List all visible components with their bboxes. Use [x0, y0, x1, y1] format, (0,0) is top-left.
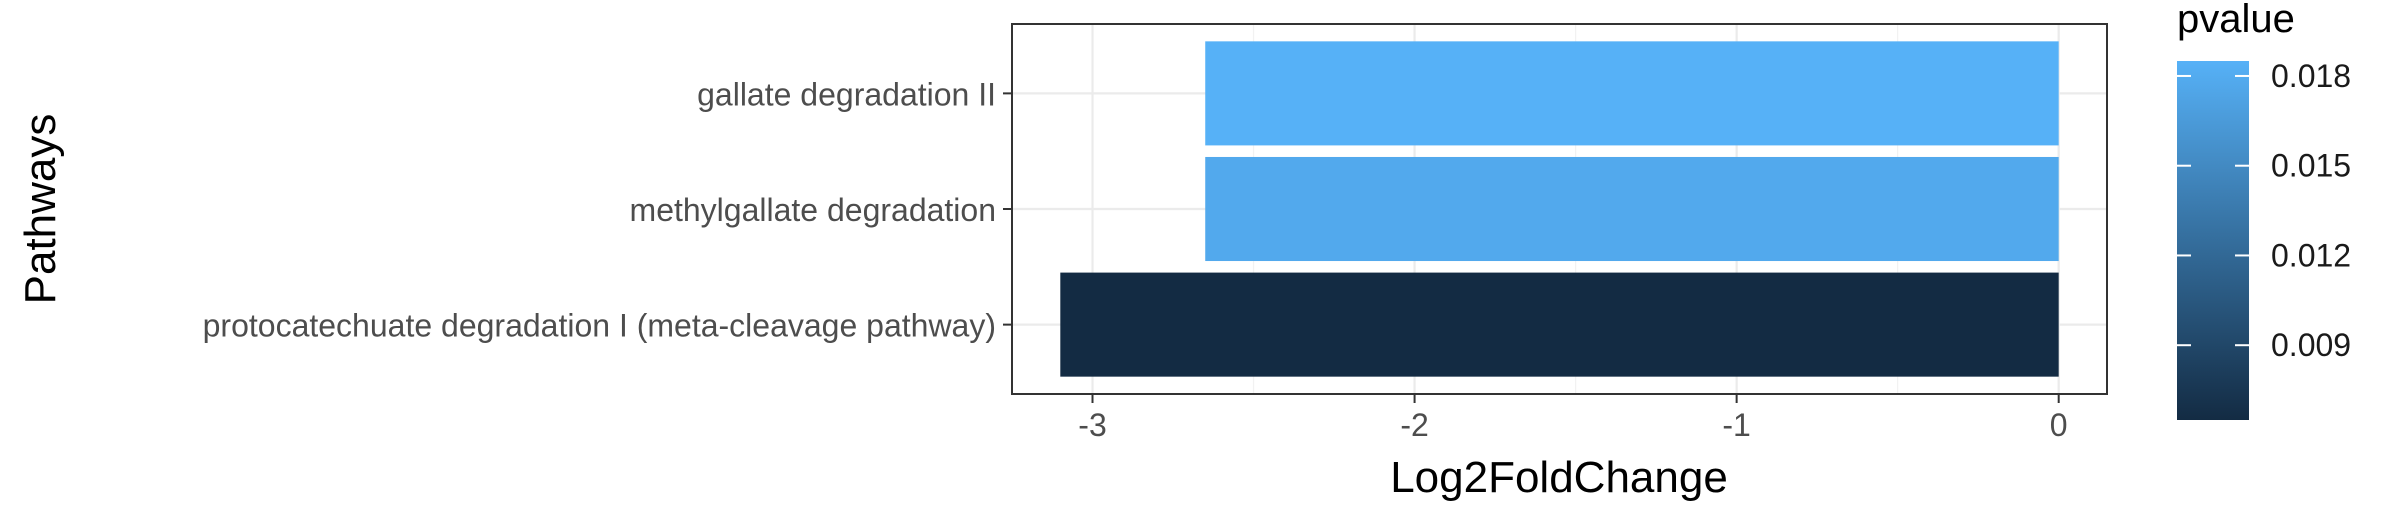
y-tick-label: methylgallate degradation — [630, 192, 996, 228]
legend-title: pvalue — [2177, 0, 2295, 41]
x-tick-label: -1 — [1722, 407, 1750, 443]
legend-colorbar — [2177, 61, 2249, 420]
x-tick-label: -3 — [1078, 407, 1106, 443]
y-axis-title: Pathways — [16, 114, 65, 305]
bar — [1205, 41, 2059, 146]
x-tick-label: -2 — [1400, 407, 1428, 443]
bars — [1060, 41, 2059, 377]
bar — [1060, 272, 2059, 377]
y-tick-label: gallate degradation II — [697, 76, 996, 112]
legend-tick-label: 0.012 — [2271, 237, 2351, 273]
legend-tick-label: 0.009 — [2271, 327, 2351, 363]
legend-tick-label: 0.018 — [2271, 58, 2351, 94]
legend-tick-label: 0.015 — [2271, 148, 2351, 184]
y-axis: gallate degradation II methylgallate degr… — [203, 76, 1012, 344]
x-axis-title: Log2FoldChange — [1390, 453, 1728, 502]
y-tick-label: protocatechuate degradation I (meta-clea… — [203, 308, 996, 344]
x-tick-label: 0 — [2050, 407, 2068, 443]
x-axis: -3 -2 -1 0 — [1078, 394, 2068, 443]
bar — [1205, 156, 2059, 262]
legend: pvalue 0.009 0.012 0.015 0.018 — [2177, 0, 2351, 420]
